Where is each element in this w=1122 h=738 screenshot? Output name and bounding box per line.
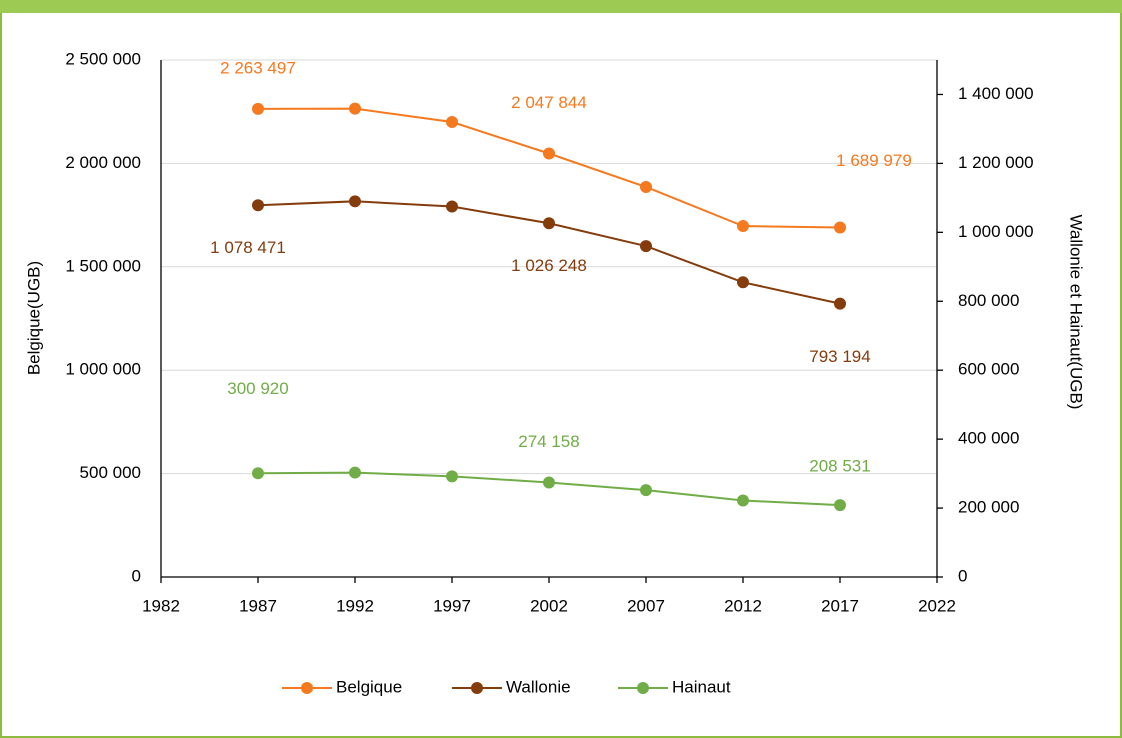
data-label: 2 047 844 bbox=[511, 93, 587, 112]
x-tick-label: 2007 bbox=[627, 596, 665, 615]
legend-label: Belgique bbox=[336, 677, 402, 696]
data-label: 1 026 248 bbox=[511, 256, 587, 275]
legend-marker bbox=[471, 682, 483, 694]
y2-tick-label: 1 400 000 bbox=[958, 84, 1034, 103]
y-tick-label: 2 500 000 bbox=[65, 49, 141, 68]
x-tick-label: 2022 bbox=[918, 596, 956, 615]
header-band bbox=[0, 0, 1122, 13]
y-tick-label: 2 000 000 bbox=[65, 153, 141, 172]
data-label: 300 920 bbox=[227, 379, 288, 398]
point bbox=[834, 297, 846, 310]
point bbox=[640, 484, 652, 497]
data-label: 793 194 bbox=[809, 347, 870, 366]
point bbox=[446, 200, 458, 213]
y-axis-title: Belgique(UGB) bbox=[24, 261, 43, 375]
y2-tick-label: 1 200 000 bbox=[958, 153, 1034, 172]
x-tick-label: 1992 bbox=[336, 596, 374, 615]
y-tick-label: 0 bbox=[132, 566, 141, 585]
point bbox=[543, 476, 555, 489]
data-label: 1 689 979 bbox=[836, 151, 912, 170]
point bbox=[737, 494, 749, 507]
legend-marker bbox=[301, 682, 313, 694]
point bbox=[252, 102, 264, 115]
point bbox=[737, 220, 749, 233]
x-tick-label: 1982 bbox=[142, 596, 180, 615]
point bbox=[349, 466, 361, 479]
point bbox=[640, 180, 652, 193]
y-tick-label: 500 000 bbox=[80, 463, 141, 482]
y2-tick-label: 400 000 bbox=[958, 429, 1019, 448]
point bbox=[446, 116, 458, 129]
x-tick-label: 2002 bbox=[530, 596, 568, 615]
point bbox=[834, 499, 846, 512]
point bbox=[543, 147, 555, 160]
y-tick-label: 1 500 000 bbox=[65, 256, 141, 275]
x-tick-label: 2012 bbox=[724, 596, 762, 615]
legend-label: Hainaut bbox=[672, 677, 731, 696]
y2-tick-label: 600 000 bbox=[958, 360, 1019, 379]
point bbox=[834, 221, 846, 234]
x-tick-label: 1987 bbox=[239, 596, 277, 615]
y2-tick-label: 0 bbox=[958, 566, 967, 585]
y-tick-label: 1 000 000 bbox=[65, 360, 141, 379]
y2-tick-label: 1 000 000 bbox=[958, 222, 1034, 241]
y2-tick-label: 800 000 bbox=[958, 291, 1019, 310]
y2-tick-label: 200 000 bbox=[958, 498, 1019, 517]
data-label: 2 263 497 bbox=[220, 58, 296, 77]
x-tick-label: 2017 bbox=[821, 596, 859, 615]
point bbox=[446, 470, 458, 483]
point bbox=[349, 195, 361, 208]
data-label: 274 158 bbox=[518, 432, 579, 451]
point bbox=[543, 217, 555, 230]
point bbox=[252, 467, 264, 480]
y2-axis-title: Wallonie et Hainaut(UGB) bbox=[1067, 215, 1086, 410]
legend-marker bbox=[637, 682, 649, 694]
legend-label: Wallonie bbox=[506, 677, 571, 696]
point bbox=[640, 240, 652, 253]
point bbox=[737, 276, 749, 289]
point bbox=[349, 102, 361, 115]
data-label: 1 078 471 bbox=[210, 238, 286, 257]
data-label: 208 531 bbox=[809, 457, 870, 476]
x-tick-label: 1997 bbox=[433, 596, 471, 615]
point bbox=[252, 199, 264, 212]
